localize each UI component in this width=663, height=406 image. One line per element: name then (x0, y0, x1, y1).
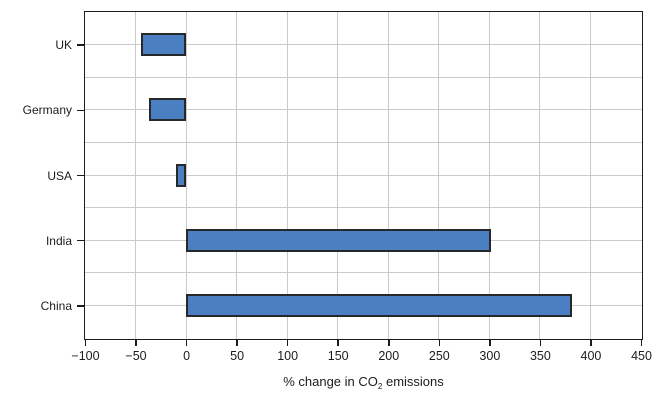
y-axis-label-india: India (45, 233, 72, 248)
x-tick-label-450: 450 (631, 349, 652, 363)
gridline-vertical-200 (387, 12, 389, 339)
y-axis-tick-china (77, 305, 84, 307)
x-axis-title-suffix: emissions (382, 374, 444, 389)
x-axis-tick-250 (438, 340, 441, 346)
bar-germany (148, 98, 187, 122)
x-tick-label-100: 100 (277, 349, 299, 363)
x-axis-tick-300 (489, 340, 491, 346)
plot-area (84, 11, 643, 340)
x-axis-tick-200 (388, 340, 390, 346)
gridline-horizontal (85, 44, 642, 46)
x-axis-title-prefix: % change in CO (283, 374, 378, 389)
x-tick-label-350: 350 (529, 349, 551, 363)
gridline-horizontal (85, 109, 642, 111)
x-tick-label--100: −100 (71, 349, 100, 363)
gridline-horizontal (85, 141, 642, 143)
x-axis-title: % change in CO2 emissions (84, 374, 643, 391)
gridline-vertical-300 (488, 12, 490, 339)
x-tick-label-200: 200 (378, 349, 400, 363)
gridline-vertical-50 (236, 12, 238, 339)
y-axis-tick-uk (77, 44, 84, 46)
x-tick-label-150: 150 (327, 349, 349, 363)
gridline-vertical-400 (589, 12, 591, 339)
x-axis-tick-100 (286, 340, 289, 346)
x-axis-title-subscript: 2 (377, 382, 383, 391)
bar-usa (175, 163, 187, 187)
x-tick-label-300: 300 (479, 349, 501, 363)
x-tick-label-400: 400 (580, 349, 602, 363)
x-axis-tick-0 (185, 340, 188, 346)
x-tick-label-250: 250 (428, 349, 450, 363)
x-axis-tick-350 (539, 340, 542, 346)
gridline-horizontal (85, 174, 642, 176)
x-tick-label-50: 50 (230, 349, 245, 363)
gridline-vertical-0 (185, 12, 187, 339)
x-axis-tick--50 (135, 340, 137, 346)
y-axis-label-germany: Germany (22, 103, 72, 118)
bar-china (186, 293, 573, 317)
y-axis-tick-india (77, 239, 84, 242)
y-axis-label-uk: UK (55, 38, 72, 53)
x-axis-tick-400 (590, 340, 592, 346)
y-axis-label-usa: USA (47, 168, 72, 183)
x-tick-label--50: −50 (125, 349, 147, 363)
x-axis-tick-150 (337, 340, 339, 346)
y-axis-tick-germany (77, 109, 84, 112)
gridline-vertical-350 (539, 12, 541, 339)
y-axis-tick-usa (77, 174, 84, 177)
gridline-vertical-150 (337, 12, 339, 339)
x-axis-tick-50 (236, 340, 238, 346)
x-axis-tick--100 (84, 340, 87, 346)
y-axis-label-china: China (40, 298, 72, 313)
gridline-vertical--50 (135, 12, 137, 339)
gridline-horizontal (85, 76, 642, 78)
gridline-vertical-250 (438, 12, 440, 339)
gridline-horizontal (85, 272, 642, 274)
x-tick-label-0: 0 (183, 349, 191, 363)
bar-india (186, 228, 492, 252)
gridline-vertical-100 (286, 12, 288, 339)
bar-uk (140, 33, 187, 57)
x-axis-tick-450 (640, 340, 643, 346)
gridline-horizontal (85, 207, 642, 209)
